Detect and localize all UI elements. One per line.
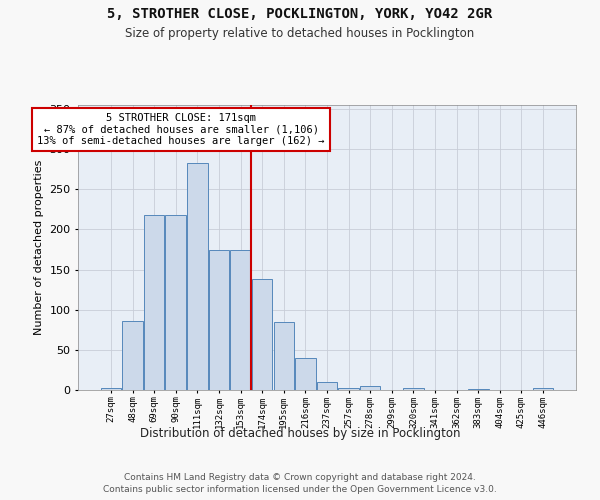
Text: Contains HM Land Registry data © Crown copyright and database right 2024.: Contains HM Land Registry data © Crown c… <box>124 472 476 482</box>
Bar <box>468 389 488 390</box>
Y-axis label: Number of detached properties: Number of detached properties <box>34 160 44 335</box>
Bar <box>209 250 229 390</box>
Text: Distribution of detached houses by size in Pocklington: Distribution of detached houses by size … <box>140 428 460 440</box>
Bar <box>274 322 294 390</box>
Text: 5, STROTHER CLOSE, POCKLINGTON, YORK, YO42 2GR: 5, STROTHER CLOSE, POCKLINGTON, YORK, YO… <box>107 8 493 22</box>
Bar <box>360 386 380 390</box>
Bar <box>252 279 272 390</box>
Bar <box>122 321 143 390</box>
Bar <box>295 358 316 390</box>
Text: Size of property relative to detached houses in Pocklington: Size of property relative to detached ho… <box>125 28 475 40</box>
Bar <box>101 388 121 390</box>
Bar <box>230 250 251 390</box>
Bar <box>187 163 208 390</box>
Bar <box>166 215 186 390</box>
Bar <box>403 388 424 390</box>
Bar <box>533 388 553 390</box>
Bar <box>317 382 337 390</box>
Bar <box>338 388 359 390</box>
Text: 5 STROTHER CLOSE: 171sqm
← 87% of detached houses are smaller (1,106)
13% of sem: 5 STROTHER CLOSE: 171sqm ← 87% of detach… <box>37 113 325 146</box>
Bar <box>144 215 164 390</box>
Text: Contains public sector information licensed under the Open Government Licence v3: Contains public sector information licen… <box>103 485 497 494</box>
